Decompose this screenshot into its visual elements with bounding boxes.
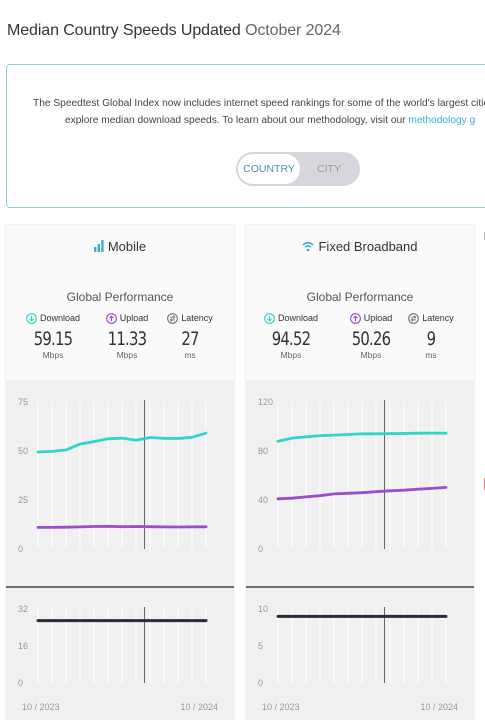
page-title: Median Country Speeds Updated October 20… bbox=[7, 22, 341, 40]
signal-bars-icon bbox=[93, 240, 104, 252]
mobile-speed-ytick: 50 bbox=[18, 446, 28, 456]
fixed-panel-title: Fixed Broadband bbox=[246, 239, 474, 254]
fixed-latency-ytick: 0 bbox=[258, 678, 263, 688]
mobile-download-value: 59.15 bbox=[33, 328, 73, 350]
mobile-speed-ytick: 25 bbox=[18, 495, 28, 505]
mobile-upload-label-text: Upload bbox=[119, 313, 149, 323]
info-line-2: explore median download speeds. To learn… bbox=[7, 112, 477, 129]
fixed-latency-label: Latency bbox=[396, 313, 466, 324]
upload-icon bbox=[105, 313, 117, 324]
mobile-download-label-text: Download bbox=[39, 313, 81, 323]
info-line-2-text: explore median download speeds. To learn… bbox=[65, 115, 406, 126]
fixed-xtick-start: 10 / 2023 bbox=[262, 702, 300, 712]
fixed-global-performance: Global Performance bbox=[306, 290, 414, 304]
mobile-latency-ytick: 0 bbox=[18, 678, 23, 688]
download-icon bbox=[264, 313, 275, 324]
page-title-month: October 2024 bbox=[245, 22, 341, 39]
info-box: The Speedtest Global Index now includes … bbox=[6, 64, 485, 208]
fixed-upload-label-text: Upload bbox=[363, 313, 393, 323]
mobile-download-label: Download bbox=[18, 313, 88, 324]
fixed-download-line bbox=[276, 431, 448, 443]
mobile-speed-ytick: 75 bbox=[18, 397, 28, 407]
fixed-download-metric: Download 94.52 Mbps bbox=[256, 313, 326, 360]
wifi-icon bbox=[302, 241, 315, 252]
fixed-speed-ytick: 40 bbox=[258, 495, 268, 505]
mobile-latency-value: 27 bbox=[181, 328, 199, 350]
fixed-download-label: Download bbox=[256, 313, 326, 324]
mobile-panel: Mobile Global Performance Download 59.15… bbox=[6, 225, 234, 720]
mobile-latency-label-text: Latency bbox=[181, 313, 213, 323]
fixed-latency-metric: Latency 9 ms bbox=[396, 313, 466, 360]
mobile-download-metric: Download 59.15 Mbps bbox=[18, 313, 88, 360]
mobile-latency-unit: ms bbox=[184, 350, 196, 360]
fixed-latency-unit: ms bbox=[425, 350, 437, 360]
fixed-upload-unit: Mbps bbox=[360, 350, 382, 360]
fixed-charts: 0 40 80 120 0 5 10 10 / 2023 10 / 2024 bbox=[246, 397, 474, 712]
mobile-upload-metric: Upload 11.33 Mbps bbox=[92, 313, 162, 360]
fixed-download-unit: Mbps bbox=[280, 350, 302, 360]
mobile-speed-ytick: 0 bbox=[18, 544, 23, 554]
fixed-latency-ytick: 10 bbox=[258, 604, 268, 614]
fixed-latency-label-text: Latency bbox=[422, 313, 454, 323]
mobile-upload-value: 11.33 bbox=[107, 328, 147, 350]
fixed-speed-ytick: 80 bbox=[258, 446, 268, 456]
mobile-upload-label: Upload bbox=[92, 313, 162, 324]
latency-icon bbox=[408, 313, 420, 324]
mobile-xtick-start: 10 / 2023 bbox=[22, 702, 60, 712]
mobile-chart-area[interactable]: 0 25 50 75 0 16 32 10 / 2023 10 / 2024 bbox=[6, 380, 234, 720]
mobile-xtick-end: 10 / 2024 bbox=[180, 702, 218, 712]
fixed-upload-metric: Upload 50.26 Mbps bbox=[336, 313, 406, 360]
mobile-latency-ytick: 32 bbox=[18, 604, 28, 614]
mobile-download-unit: Mbps bbox=[42, 350, 64, 360]
mobile-download-line bbox=[36, 431, 208, 454]
fixed-download-label-text: Download bbox=[277, 313, 319, 323]
mobile-charts: 0 25 50 75 0 16 32 10 / 2023 10 / 2024 bbox=[6, 397, 234, 712]
fixed-speed-ytick: 120 bbox=[258, 397, 273, 407]
mobile-global-performance: Global Performance bbox=[66, 290, 174, 304]
country-city-toggle[interactable]: COUNTRY CITY bbox=[236, 152, 360, 186]
fixed-chart-area[interactable]: 0 40 80 120 0 5 10 10 / 2023 10 / 2024 bbox=[246, 380, 474, 720]
mobile-upload-line bbox=[36, 524, 208, 529]
fixed-broadband-panel: Fixed Broadband Global Performance Downl… bbox=[246, 225, 474, 720]
toggle-city[interactable]: CITY bbox=[317, 163, 341, 175]
mobile-latency-label: Latency bbox=[155, 313, 225, 324]
upload-icon bbox=[349, 313, 361, 324]
page-title-text: Median Country Speeds Updated bbox=[7, 22, 241, 39]
fixed-upload-value: 50.26 bbox=[351, 328, 391, 350]
fixed-speed-ytick: 0 bbox=[258, 544, 263, 554]
info-text: The Speedtest Global Index now includes … bbox=[7, 95, 485, 129]
fixed-upload-label: Upload bbox=[336, 313, 406, 324]
methodology-link[interactable]: methodology g bbox=[408, 115, 476, 126]
fixed-upload-line bbox=[276, 486, 448, 501]
latency-icon bbox=[167, 313, 179, 324]
mobile-latency-metric: Latency 27 ms bbox=[155, 313, 225, 360]
info-line-1: The Speedtest Global Index now includes … bbox=[33, 98, 485, 109]
mobile-upload-unit: Mbps bbox=[116, 350, 138, 360]
mobile-title-text: Mobile bbox=[107, 239, 147, 254]
fixed-download-value: 94.52 bbox=[271, 328, 311, 350]
download-icon bbox=[26, 313, 37, 324]
mobile-panel-title: Mobile bbox=[6, 239, 234, 254]
fixed-latency-ytick: 5 bbox=[258, 641, 263, 651]
fixed-latency-value: 9 bbox=[426, 328, 436, 350]
fixed-title-text: Fixed Broadband bbox=[318, 239, 418, 254]
mobile-latency-ytick: 16 bbox=[18, 641, 28, 651]
toggle-country[interactable]: COUNTRY bbox=[238, 154, 300, 184]
fixed-xtick-end: 10 / 2024 bbox=[420, 702, 458, 712]
